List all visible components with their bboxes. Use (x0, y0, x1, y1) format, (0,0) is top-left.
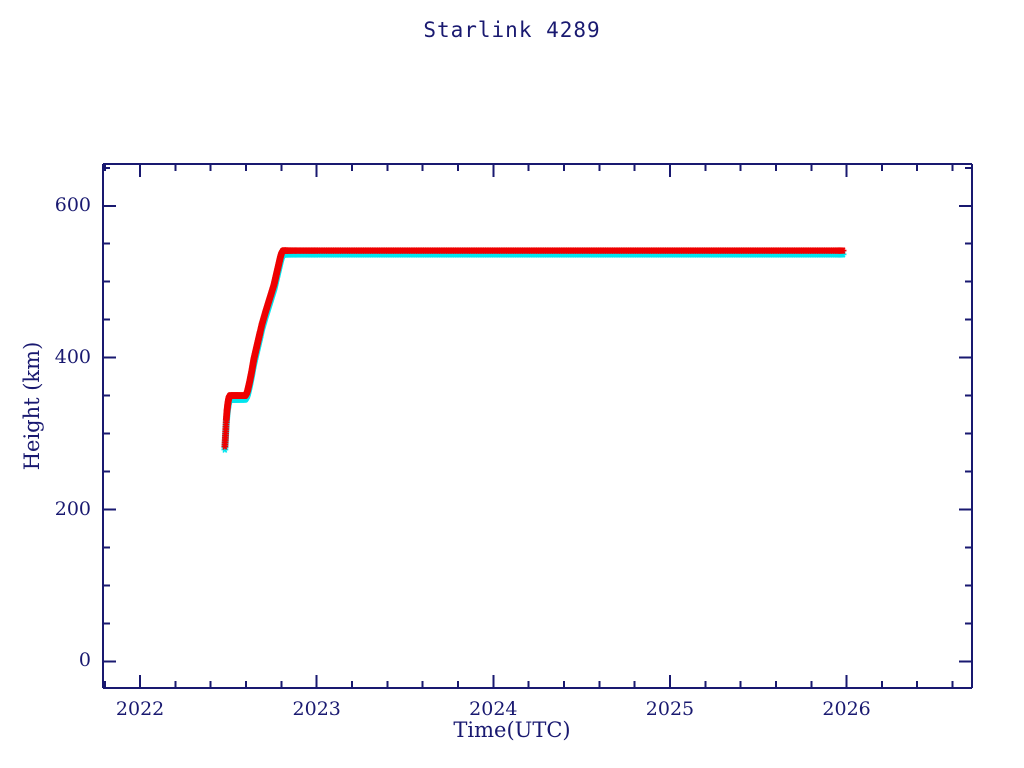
data-series-layer (221, 247, 847, 453)
y-tick-label: 0 (78, 649, 91, 672)
x-axis-label: Time(UTC) (453, 718, 571, 742)
x-tick-label: 2025 (645, 698, 695, 720)
x-tick-label: 2022 (115, 698, 165, 720)
chart-title: Starlink 4289 (423, 18, 601, 42)
x-tick-label: 2023 (292, 698, 341, 720)
series-apogee (221, 247, 847, 450)
series-perigee (221, 251, 847, 453)
axes-frame (102, 163, 973, 689)
y-tick-label: 600 (54, 193, 91, 216)
y-tick-label: 400 (54, 345, 91, 368)
y-tick-label: 200 (54, 497, 91, 520)
x-tick-label: 2024 (469, 698, 518, 720)
x-tick-label: 2026 (822, 698, 871, 720)
y-axis-label: Height (km) (20, 341, 44, 471)
